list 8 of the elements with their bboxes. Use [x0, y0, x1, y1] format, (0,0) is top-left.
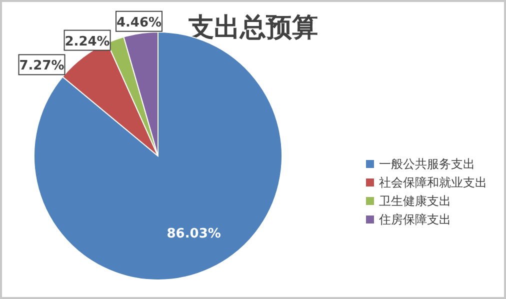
data-label: 2.24% [64, 34, 110, 50]
data-label: 4.46% [116, 15, 162, 30]
legend-label: 一般公共服务支出 [379, 157, 475, 171]
legend-label: 卫生健康支出 [379, 194, 451, 208]
legend-label: 社会保障和就业支出 [379, 176, 487, 190]
data-label: 7.27% [19, 58, 64, 74]
data-label: 86.03% [166, 226, 221, 242]
legend-label: 住房保障支出 [378, 212, 451, 226]
